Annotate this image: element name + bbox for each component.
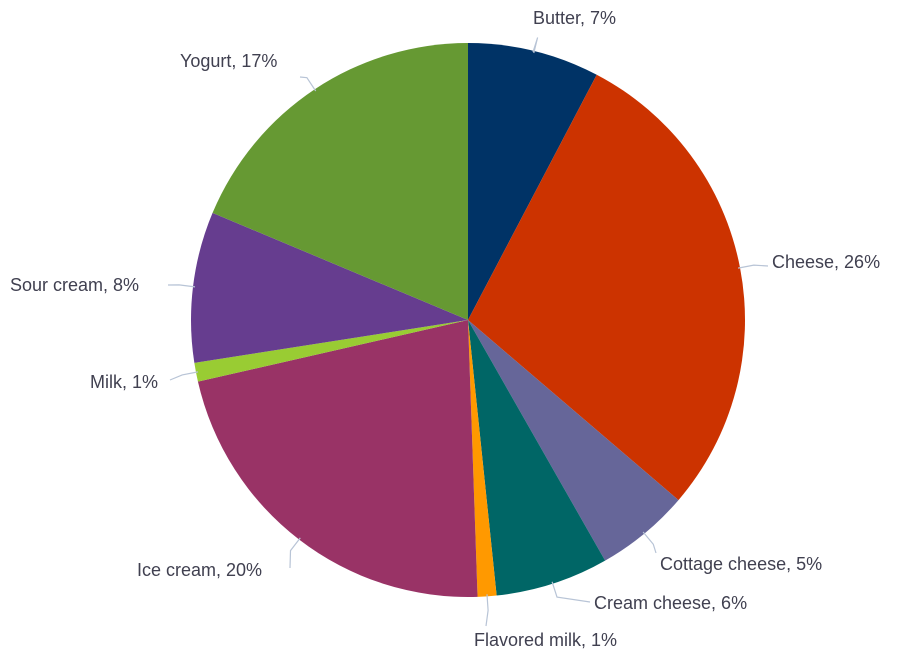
- leader-line-cheese: [737, 264, 769, 269]
- pie-slice-sour-cream: [191, 212, 468, 363]
- pie-slices: [191, 42, 746, 597]
- pie-slice-milk: [194, 320, 468, 382]
- leader-line-sour-cream: [167, 284, 196, 288]
- pie-slice-flavored-milk: [468, 320, 497, 597]
- pie-slice-ice-cream: [197, 320, 478, 597]
- label-leader-lines: [167, 37, 769, 627]
- leader-line-cream-cheese: [551, 581, 591, 603]
- slice-label-cottage-cheese: Cottage cheese, 5%: [660, 554, 822, 574]
- pie-slice-cheese: [468, 74, 746, 501]
- leader-line-ice-cream: [289, 537, 301, 569]
- slice-label-butter: Butter, 7%: [533, 8, 616, 28]
- pie-slice-cottage-cheese: [468, 320, 679, 561]
- slice-labels: Butter, 7% Cheese, 26% Cottage cheese, 5% C…: [10, 8, 880, 650]
- leader-line-butter: [532, 37, 539, 54]
- leader-line-cottage-cheese: [642, 531, 657, 554]
- slice-label-flavored-milk: Flavored milk, 1%: [474, 630, 617, 650]
- slice-label-sour-cream: Sour cream, 8%: [10, 275, 139, 295]
- pie-slice-yogurt: [212, 42, 468, 320]
- slice-label-ice-cream: Ice cream, 20%: [137, 560, 262, 580]
- pie-slice-butter: [468, 43, 597, 320]
- slice-label-cheese: Cheese, 26%: [772, 252, 880, 272]
- pie-slice-cream-cheese: [468, 320, 606, 596]
- leader-line-flavored-milk: [485, 594, 489, 627]
- leader-line-yogurt: [299, 76, 317, 92]
- slice-label-milk: Milk, 1%: [90, 372, 158, 392]
- slice-label-cream-cheese: Cream cheese, 6%: [594, 593, 747, 613]
- leader-line-milk: [169, 371, 199, 381]
- slice-label-yogurt: Yogurt, 17%: [180, 51, 277, 71]
